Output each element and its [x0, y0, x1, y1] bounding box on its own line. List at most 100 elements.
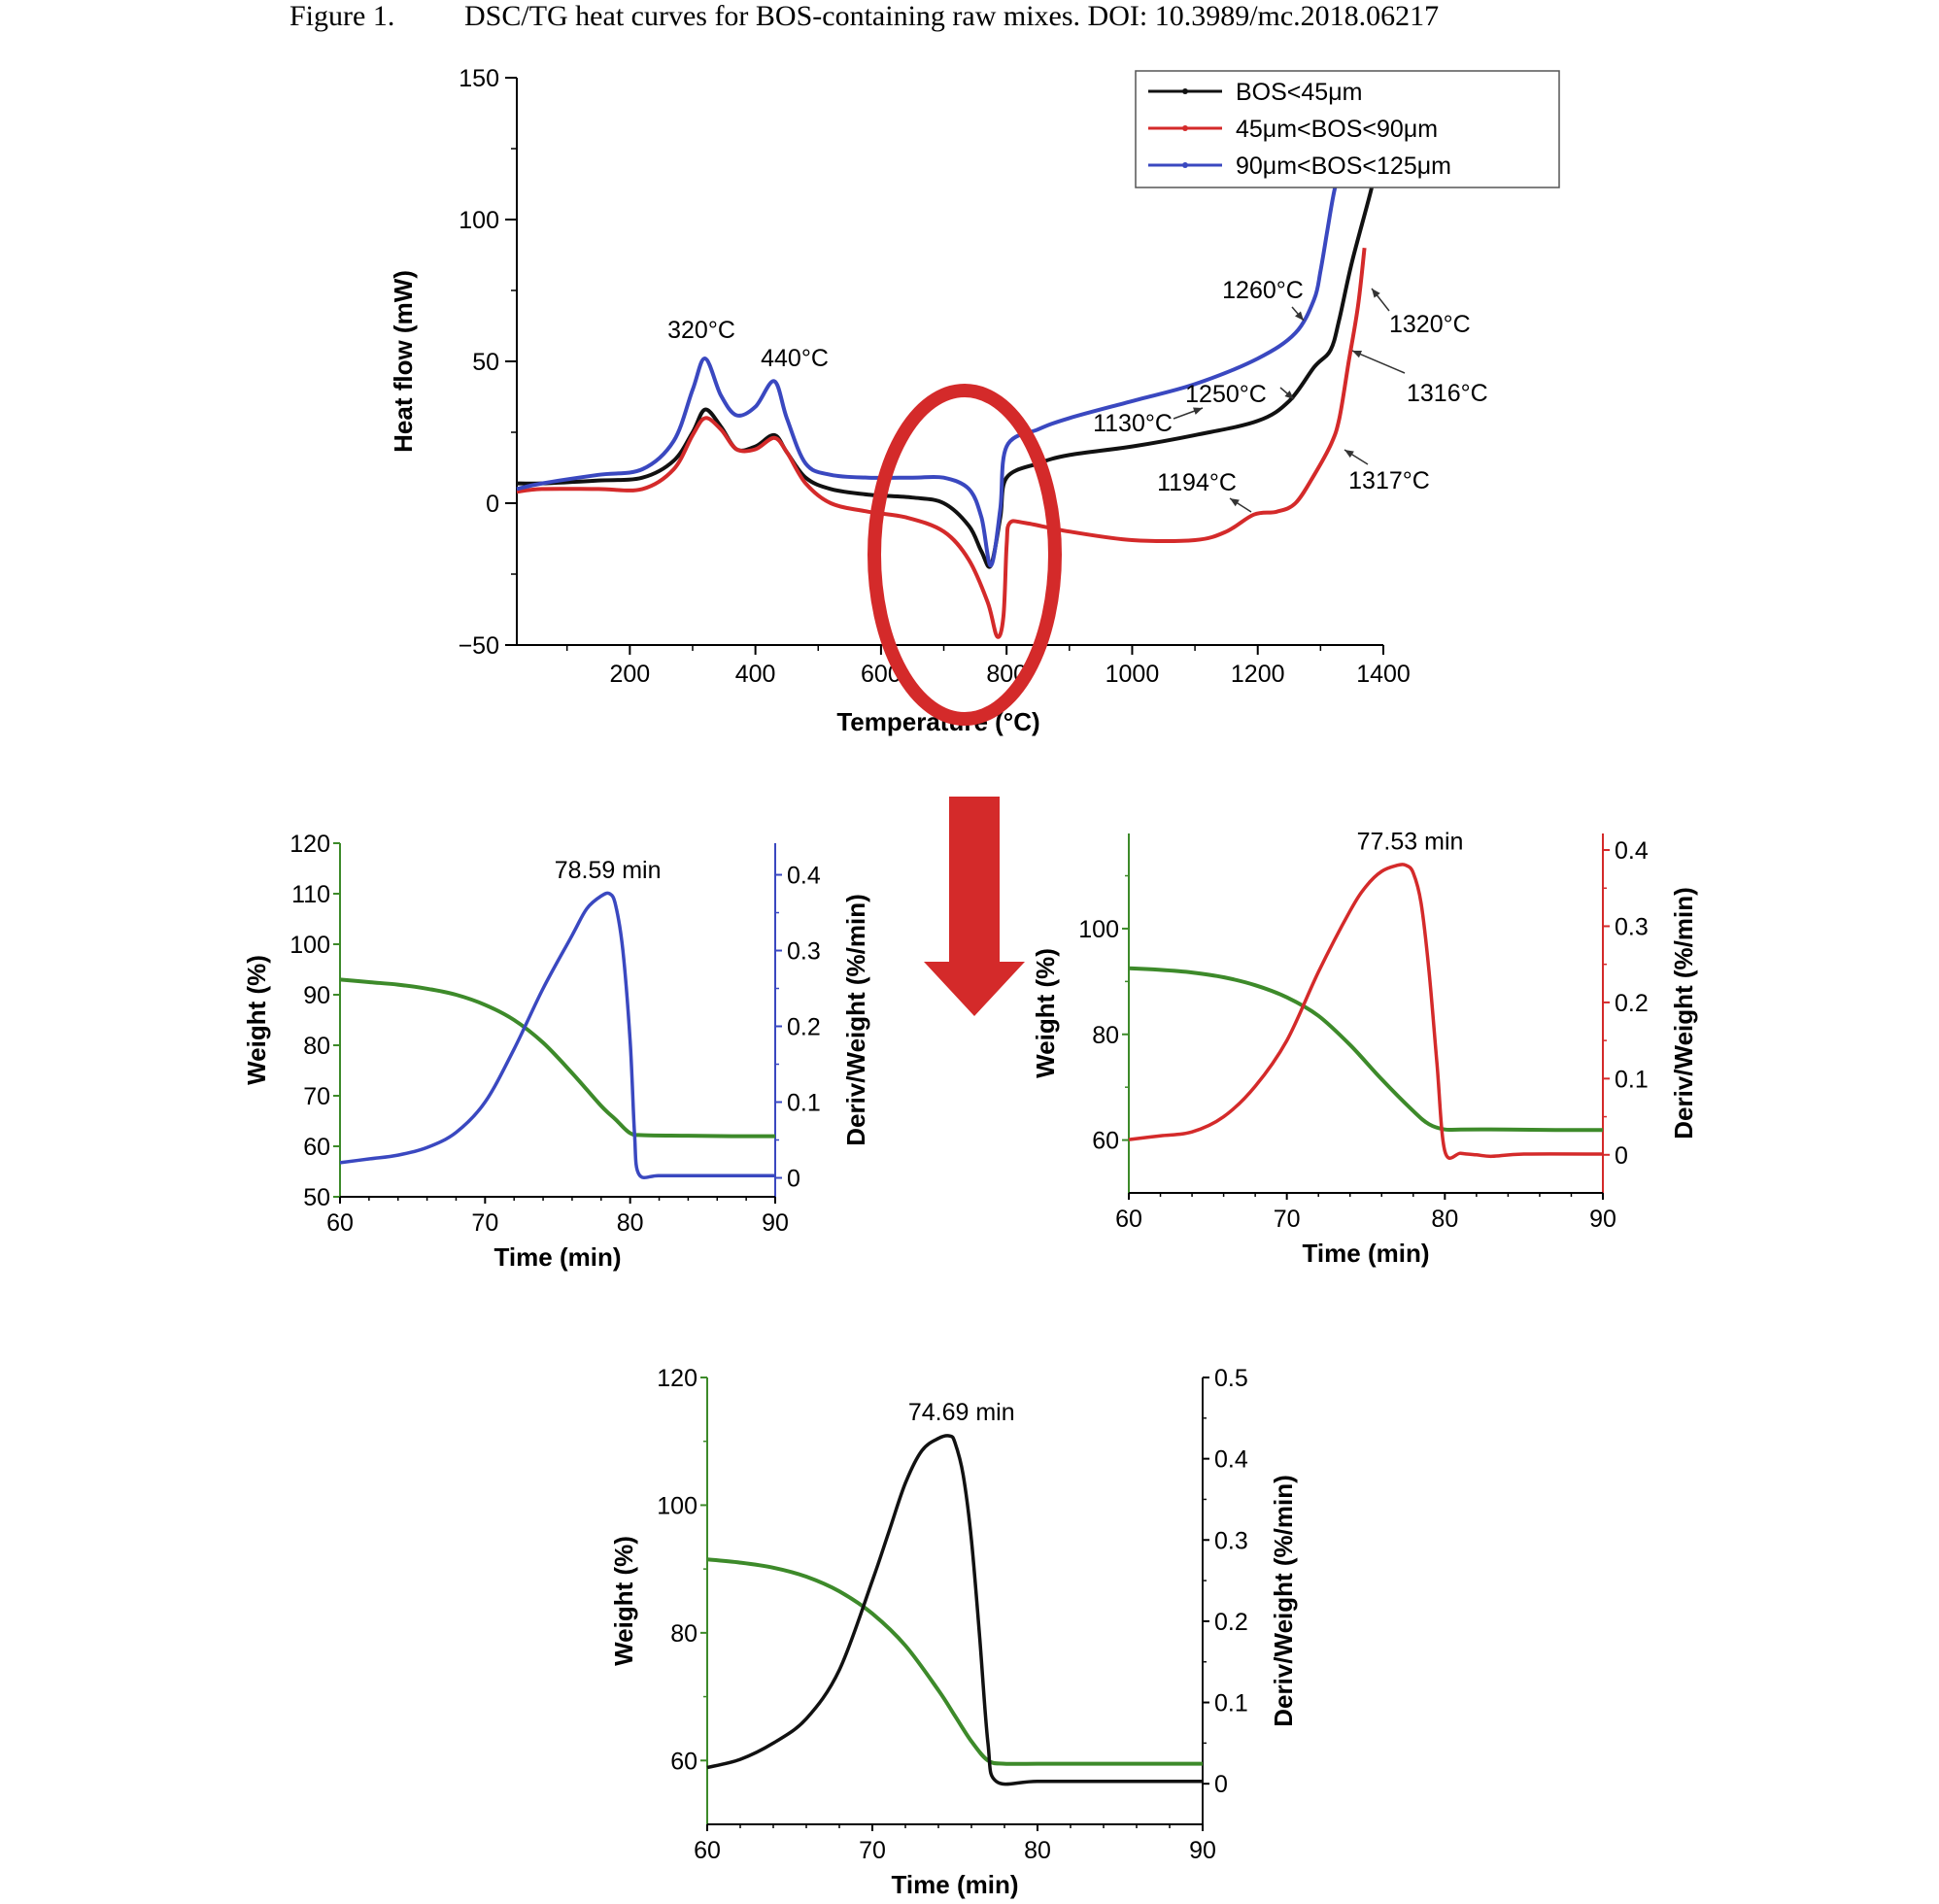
- x-tick-label: 60: [694, 1837, 721, 1864]
- left-tick-label: 70: [303, 1083, 330, 1110]
- right-tick-label: 0.2: [1214, 1609, 1248, 1636]
- arrowhead: [1284, 391, 1294, 399]
- peak-label: 74.69 min: [908, 1399, 1015, 1426]
- right-tick-label: 0.3: [1214, 1527, 1248, 1554]
- legend-label: 90μm<BOS<125μm: [1236, 153, 1451, 180]
- x-tick-label: 400: [735, 661, 776, 688]
- tg-chart-red: 60 80 100 0 0.1 0.2 0.3 0.4 60 70 80 90 Time (min) We…: [1031, 829, 1698, 1268]
- legend: BOS<45μm 45μm<BOS<90μm 90μm<BOS<125μm: [1135, 70, 1560, 188]
- y-tick-label: −50: [459, 632, 499, 660]
- right-tick-label: 0: [1615, 1142, 1628, 1170]
- annotation-label: 1194°C: [1157, 469, 1237, 496]
- legend-marker: [1182, 88, 1188, 94]
- right-tick-label: 0: [787, 1166, 800, 1193]
- peak-label: 77.53 min: [1357, 829, 1464, 856]
- x-tick-label: 60: [1115, 1206, 1142, 1233]
- left-tick-label: 60: [1092, 1128, 1119, 1155]
- x-axis-label: Time (min): [494, 1242, 622, 1272]
- right-tick-label: 0.1: [787, 1090, 821, 1117]
- annotation-label: 1317°C: [1348, 467, 1430, 494]
- annotation-label: 320°C: [667, 317, 735, 344]
- left-tick-label: 60: [670, 1748, 697, 1775]
- right-tick-label: 0.2: [1615, 990, 1649, 1017]
- right-tick-label: 0.4: [1214, 1446, 1248, 1474]
- arrowhead: [1230, 498, 1240, 507]
- caption-text: DSC/TG heat curves for BOS-containing ra…: [464, 0, 1439, 32]
- right-axis-label: Deriv/Weight (%/min): [1269, 1475, 1298, 1727]
- x-tick-label: 200: [609, 661, 650, 688]
- weight-curve: [339, 977, 776, 1139]
- right-tick-label: 0.2: [787, 1014, 821, 1041]
- left-tick-label: 90: [303, 982, 330, 1009]
- arrowhead: [1295, 311, 1304, 321]
- arrowhead: [1372, 289, 1380, 298]
- left-tick-label: 120: [657, 1365, 697, 1392]
- y-axis-label: Heat flow (mW): [389, 270, 418, 453]
- caption-label: Figure 1.: [289, 0, 394, 32]
- x-axis-label: Time (min): [892, 1870, 1019, 1899]
- left-tick-label: 60: [303, 1134, 330, 1161]
- x-tick-label: 80: [1431, 1206, 1458, 1233]
- right-tick-label: 0.3: [1615, 913, 1649, 940]
- right-tick-label: 0.5: [1214, 1365, 1248, 1392]
- arrowhead: [1344, 450, 1354, 459]
- right-tick-label: 0.4: [787, 863, 821, 890]
- annotation-label: 1130°C: [1093, 410, 1173, 437]
- arrowhead: [1352, 351, 1362, 358]
- down-arrow: [924, 797, 1025, 1016]
- annotation-label: 1250°C: [1185, 381, 1267, 408]
- left-axis-label: Weight (%): [242, 955, 271, 1085]
- x-tick-label: 90: [1189, 1837, 1216, 1864]
- left-tick-label: 100: [1078, 916, 1119, 943]
- deriv-curve: [1128, 863, 1604, 1160]
- legend-label: 45μm<BOS<90μm: [1236, 116, 1438, 143]
- x-tick-label: 1400: [1356, 661, 1411, 688]
- left-axis-label: Weight (%): [609, 1536, 638, 1666]
- legend-marker: [1182, 125, 1188, 131]
- legend-label: BOS<45μm: [1236, 79, 1362, 106]
- x-tick-label: 70: [1274, 1206, 1301, 1233]
- x-axis-label: Time (min): [1303, 1239, 1430, 1268]
- y-tick-label: 100: [459, 207, 499, 234]
- tg-chart-black: 60 80 100 120 0 0.1 0.2 0.3 0.4 0.5 60 70 80 90 Time (…: [609, 1365, 1298, 1899]
- y-tick-label: 50: [472, 349, 499, 376]
- right-tick-label: 0.1: [1615, 1066, 1649, 1093]
- x-tick-label: 80: [617, 1209, 644, 1237]
- x-tick-label: 1200: [1231, 661, 1285, 688]
- left-tick-label: 120: [289, 831, 330, 858]
- left-tick-label: 80: [1092, 1022, 1119, 1049]
- peak-label: 78.59 min: [555, 857, 662, 884]
- left-tick-label: 110: [291, 881, 330, 908]
- right-tick-label: 0.3: [787, 938, 821, 966]
- deriv-curve: [706, 1434, 1203, 1786]
- annotation-label: 440°C: [761, 345, 829, 372]
- series-line: [516, 148, 1382, 569]
- x-tick-label: 60: [326, 1209, 354, 1237]
- x-tick-label: 90: [762, 1209, 789, 1237]
- y-tick-label: 0: [486, 491, 499, 518]
- annotation-label: 1316°C: [1407, 380, 1488, 407]
- annotation-label: 1260°C: [1222, 277, 1304, 304]
- highlight-ellipse: [867, 384, 1062, 726]
- x-tick-label: 1000: [1106, 661, 1160, 688]
- left-tick-label: 50: [303, 1184, 330, 1211]
- left-tick-label: 100: [289, 932, 330, 959]
- right-tick-label: 0: [1214, 1771, 1228, 1798]
- arrowhead: [1193, 407, 1203, 415]
- series-line: [516, 247, 1367, 639]
- left-tick-label: 80: [303, 1033, 330, 1060]
- x-tick-label: 80: [1024, 1837, 1051, 1864]
- right-axis-label: Deriv/Weight (%/min): [1669, 887, 1698, 1139]
- right-tick-label: 0.1: [1214, 1690, 1248, 1717]
- legend-marker: [1182, 162, 1188, 168]
- left-tick-label: 100: [657, 1492, 697, 1519]
- x-tick-label: 90: [1589, 1206, 1616, 1233]
- dsc-annotations: 320°C 440°C 1260°C 1320°C 1250°C 1316°C 1130°C…: [667, 277, 1488, 513]
- x-tick-label: 70: [471, 1209, 498, 1237]
- deriv-curve: [339, 891, 775, 1180]
- left-tick-label: 80: [670, 1620, 697, 1648]
- left-axis-label: Weight (%): [1031, 948, 1060, 1078]
